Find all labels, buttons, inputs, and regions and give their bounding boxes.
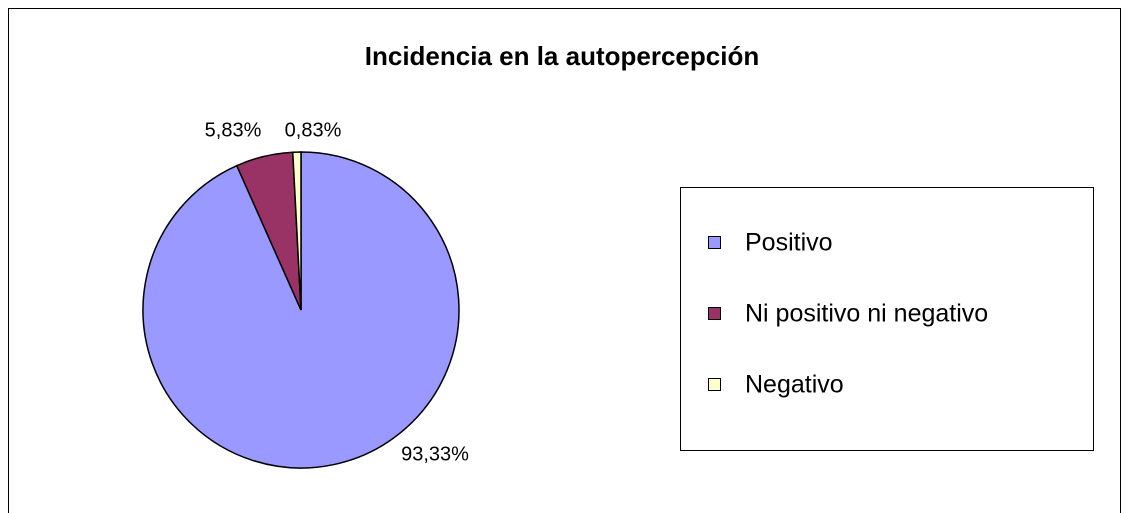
legend-box bbox=[680, 187, 1094, 451]
data-label: 93,33% bbox=[401, 443, 469, 465]
legend-swatch bbox=[708, 236, 721, 249]
pie-slice bbox=[291, 151, 302, 311]
legend-label: Negativo bbox=[745, 371, 844, 399]
legend-label: Positivo bbox=[745, 229, 833, 257]
chart-title: Incidencia en la autopercepción bbox=[365, 41, 759, 71]
data-label: 0,83% bbox=[285, 119, 342, 141]
data-label: 5,83% bbox=[205, 119, 262, 141]
legend-swatch bbox=[708, 378, 721, 391]
legend-label: Ni positivo ni negativo bbox=[745, 300, 988, 328]
legend-swatch bbox=[708, 307, 721, 320]
